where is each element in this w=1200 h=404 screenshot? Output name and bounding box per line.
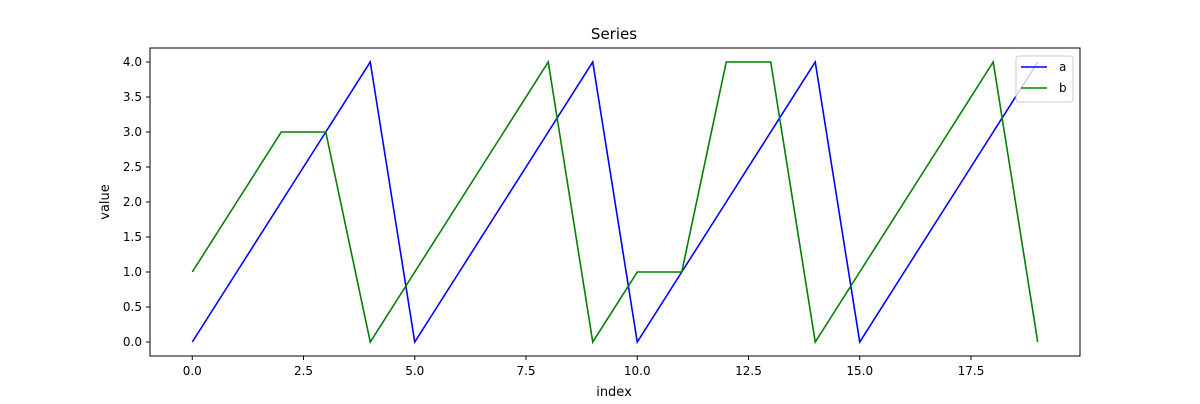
x-tick-label: 0.0 xyxy=(183,364,202,378)
series-line-a xyxy=(191,59,1039,345)
x-tick-label: 12.5 xyxy=(735,364,762,378)
x-axis-label: index xyxy=(596,385,632,400)
y-tick-label: 0.5 xyxy=(123,300,142,314)
legend-label-a: a xyxy=(1059,60,1066,74)
y-tick-label: 4.0 xyxy=(123,55,142,69)
y-tick-label: 3.0 xyxy=(123,125,142,139)
x-tick-label: 2.5 xyxy=(294,364,313,378)
x-tick-label: 5.0 xyxy=(405,364,424,378)
y-tick-label: 0.0 xyxy=(123,335,142,349)
x-tick-label: 10.0 xyxy=(624,364,651,378)
y-axis-label: value xyxy=(98,184,113,220)
x-tick-label: 15.0 xyxy=(846,364,873,378)
y-tick-label: 1.5 xyxy=(123,230,142,244)
legend-label-b: b xyxy=(1059,81,1067,95)
y-tick-label: 1.0 xyxy=(123,265,142,279)
x-tick-label: 7.5 xyxy=(516,364,535,378)
series-lines xyxy=(191,59,1039,345)
y-tick-label: 3.5 xyxy=(123,90,142,104)
legend: ab xyxy=(1015,55,1074,103)
plot-area: 0.0 2.5 5.0 7.5 10.0 12.5 15.0 17.5 0.0 0.5 1.0 1.5… xyxy=(123,47,1081,378)
y-tick-label: 2.0 xyxy=(123,195,142,209)
series-line-b xyxy=(191,59,1039,345)
chart-title: Series xyxy=(591,25,637,43)
y-tick-label: 2.5 xyxy=(123,160,142,174)
x-tick-label: 17.5 xyxy=(958,364,985,378)
